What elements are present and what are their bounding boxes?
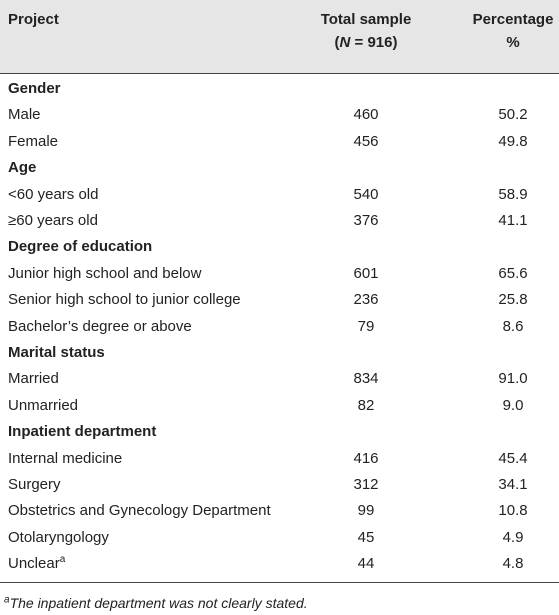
section-label: Marital status (8, 344, 105, 361)
row-label: Obstetrics and Gynecology Department (8, 502, 271, 520)
row-label-text: Bachelor’s degree or above (8, 317, 192, 335)
percent-cell: 41.1 (498, 212, 528, 229)
count-cell: 82 (357, 396, 375, 414)
row-label-text: <60 years old (8, 185, 99, 203)
section-label: Age (8, 159, 37, 177)
percent-cell: 4.9 (502, 528, 524, 546)
percent-cell: 34.1 (498, 476, 528, 493)
row-label: Otolaryngology (8, 529, 109, 547)
row-label: Surgery (8, 476, 61, 494)
percent-cell: 25.8 (498, 291, 528, 309)
header-project: Project (8, 11, 59, 28)
count-cell: 456 (353, 132, 379, 150)
percent-cell: 65.6 (498, 264, 528, 282)
n-value: = 916) (350, 34, 398, 51)
row-label-text: ≥60 years old (8, 212, 98, 229)
row-label-text: Unmarried (8, 396, 79, 414)
row-label-text: Junior high school and below (8, 264, 202, 282)
percent-cell: 91.0 (498, 370, 528, 388)
row-label: Internal medicine (8, 450, 122, 468)
row-label-text: Male (8, 106, 41, 124)
footnote: aThe inpatient department was not clearl… (4, 594, 308, 612)
header-percent-sign: % (506, 34, 520, 51)
count-cell: 44 (357, 555, 375, 573)
percent-cell: 9.0 (502, 396, 524, 414)
count-cell: 45 (357, 528, 375, 546)
percent-cell: 8.6 (502, 317, 524, 335)
row-label: Uncleara (8, 555, 65, 573)
row-label: Bachelor’s degree or above (8, 318, 192, 336)
section-label: Gender (8, 80, 61, 97)
row-label: Female (8, 133, 58, 151)
note-mark: a (59, 554, 66, 566)
section-label: Degree of education (8, 238, 153, 256)
row-label-text: Unclear (8, 555, 60, 573)
count-cell: 376 (353, 212, 379, 229)
row-label-text: Internal medicine (8, 449, 123, 467)
paren: ( (334, 34, 340, 51)
row-label: Male (8, 106, 41, 124)
row-label-text: Senior high school to junior college (8, 291, 241, 309)
row-label: Unmarried (8, 397, 78, 415)
footnote-text: The inpatient department was not clearly… (9, 595, 308, 611)
percent-cell: 50.2 (498, 106, 528, 124)
percent-cell: 45.4 (498, 449, 528, 467)
bottom-rule (0, 582, 559, 583)
header-total: Total sample (320, 11, 412, 28)
footnote-mark: a (4, 594, 10, 606)
row-label: Junior high school and below (8, 265, 201, 283)
count-cell: 834 (353, 370, 379, 388)
percent-cell: 10.8 (498, 502, 528, 520)
count-cell: 99 (357, 502, 375, 520)
row-label-text: Married (8, 370, 59, 388)
count-cell: 312 (353, 476, 379, 493)
row-label-text: Surgery (8, 476, 61, 493)
row-label: Married (8, 370, 59, 388)
header-total-n: (N = 916) (335, 34, 398, 52)
row-label: <60 years old (8, 186, 98, 204)
header-percentage: Percentage (472, 11, 554, 28)
percent-cell: 49.8 (498, 132, 528, 150)
row-label-text: Otolaryngology (8, 528, 109, 546)
count-cell: 236 (353, 291, 379, 309)
section-label: Inpatient department (8, 423, 157, 441)
row-label-text: Female (8, 132, 59, 150)
count-cell: 540 (353, 185, 379, 203)
count-cell: 601 (353, 264, 379, 282)
row-label: ≥60 years old (8, 212, 98, 230)
percent-cell: 4.8 (502, 555, 524, 573)
n-symbol: N (339, 34, 351, 51)
row-label: Senior high school to junior college (8, 291, 241, 309)
header-band (0, 0, 559, 74)
count-cell: 416 (353, 449, 379, 467)
count-cell: 79 (357, 317, 375, 335)
count-cell: 460 (353, 106, 379, 124)
percent-cell: 58.9 (498, 185, 528, 203)
row-label-text: Obstetrics and Gynecology Department (8, 502, 271, 520)
